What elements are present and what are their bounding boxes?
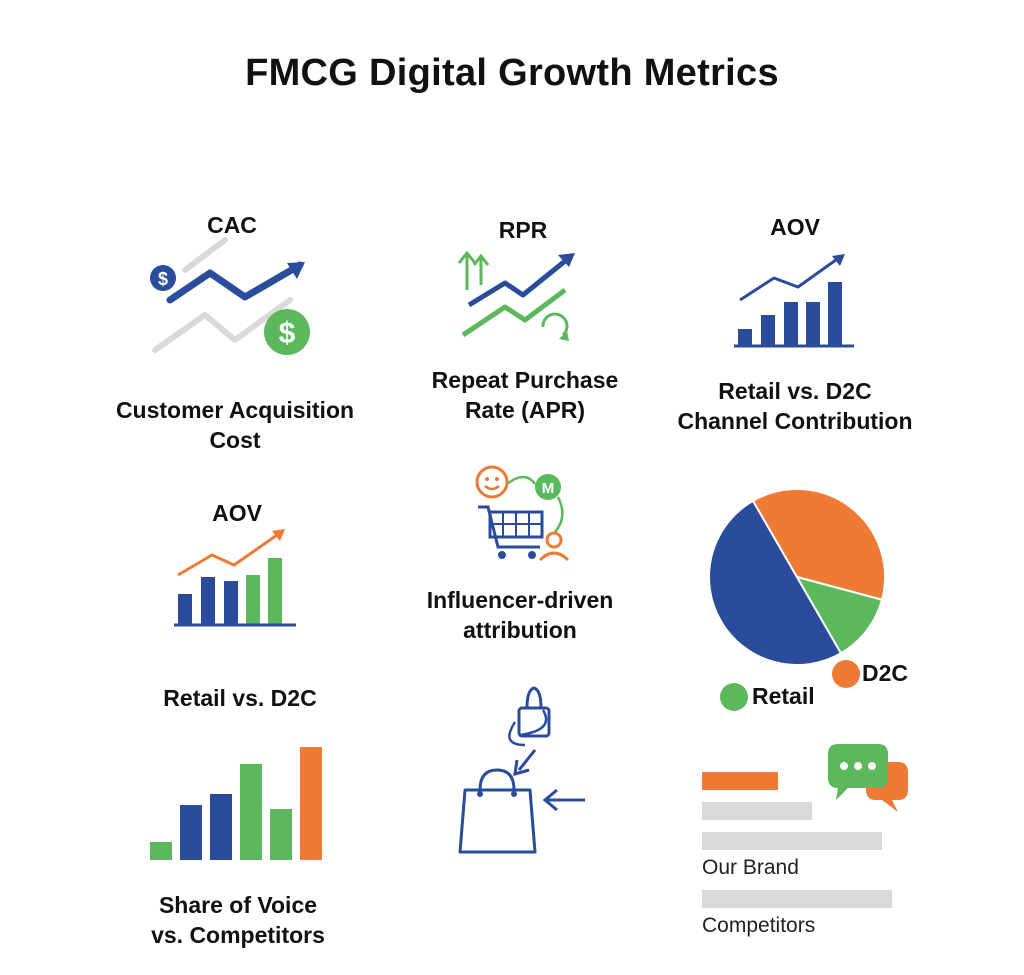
cac-caption-line1: Customer Acquisition <box>115 397 355 423</box>
page-title: FMCG Digital Growth Metrics <box>245 52 779 94</box>
competitors-label: Competitors <box>702 914 816 937</box>
influencer-caption-line1: Influencer-driven <box>426 587 614 613</box>
legend-retail-dot <box>720 683 748 711</box>
cac-heading: CAC <box>207 212 257 238</box>
retail-d2c-heading: Retail vs. D2C <box>163 685 317 711</box>
aov-heading-top: AOV <box>770 214 820 240</box>
pie-slice-1 <box>751 488 886 602</box>
legend-d2c-label: D2C <box>862 660 909 686</box>
cac-caption: Customer Acquisition Cost <box>90 395 380 455</box>
influencer-caption: Influencer-driven attribution <box>395 585 645 645</box>
aov-top-caption-line2: Channel Contribution <box>677 408 913 434</box>
rpr-heading: RPR <box>498 217 548 243</box>
channel-pie-chart <box>708 488 886 666</box>
aov-heading-mid: AOV <box>212 500 262 526</box>
trend-dollar-icon: $ $ <box>150 237 310 355</box>
aov-top-caption-line1: Retail vs. D2C <box>718 378 872 404</box>
bar-trend-icon-2 <box>174 529 296 627</box>
shopping-bag-icon <box>458 686 585 854</box>
rpr-caption-line1: Repeat Purchase <box>431 367 619 393</box>
chat-bubbles-icon <box>828 744 908 812</box>
rpr-caption-line2: Rate (APR) <box>464 397 586 423</box>
repeat-trend-icon <box>457 250 575 341</box>
legend-d2c-dot <box>832 660 860 688</box>
bar-chart-icon <box>150 747 322 860</box>
influencer-badge-letter: M <box>542 480 555 497</box>
pie-slice-2 <box>794 575 884 655</box>
sov-caption: Share of Voice vs. Competitors <box>118 890 358 950</box>
share-of-voice-bars <box>702 772 892 908</box>
legend-retail-label: Retail <box>752 683 815 709</box>
rpr-caption: Repeat Purchase Rate (APR) <box>395 365 655 425</box>
dollar-coin-small: $ <box>158 269 168 289</box>
dollar-coin-large: $ <box>279 317 296 350</box>
bar-trend-icon <box>734 254 854 348</box>
aov-top-caption: Retail vs. D2C Channel Contribution <box>655 376 935 436</box>
sov-caption-line2: vs. Competitors <box>151 922 325 948</box>
our-brand-label: Our Brand <box>702 856 799 879</box>
influencer-caption-line2: attribution <box>463 617 577 643</box>
sov-caption-line1: Share of Voice <box>158 892 318 918</box>
pie-slice-0 <box>708 499 843 666</box>
cac-caption-line2: Cost <box>209 427 261 453</box>
cart-influencer-icon: M <box>475 465 570 562</box>
